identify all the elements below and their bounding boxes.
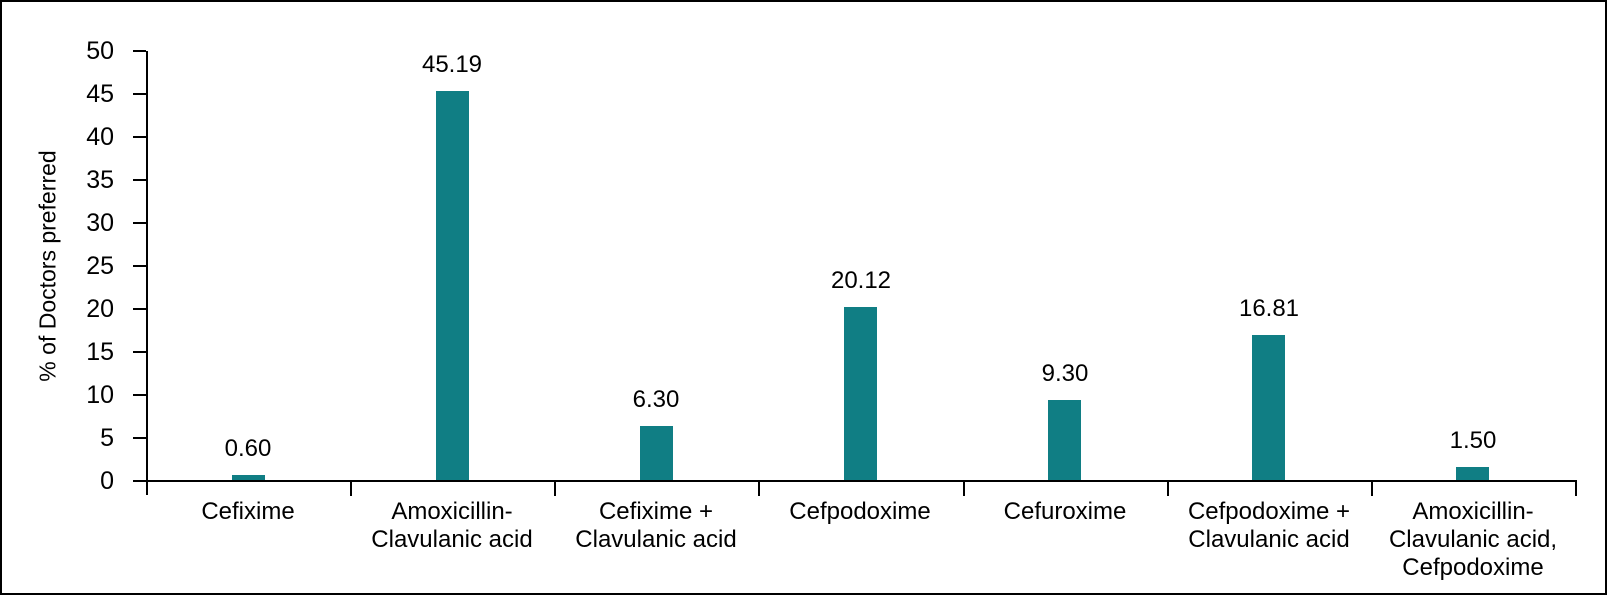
bar-cefpodoxime bbox=[844, 307, 877, 480]
y-axis-tick bbox=[133, 179, 146, 181]
y-axis-tick bbox=[133, 308, 146, 310]
y-axis-tick-label: 25 bbox=[86, 252, 114, 280]
x-axis-tick bbox=[1371, 480, 1373, 496]
bar-amoxicillin- bbox=[436, 91, 469, 480]
bar-cefixime- bbox=[640, 426, 673, 480]
y-axis-tick-label: 15 bbox=[86, 338, 114, 366]
y-axis-tick-label: 40 bbox=[86, 123, 114, 151]
bar-value-label: 20.12 bbox=[830, 267, 892, 294]
x-axis-category-label: Amoxicillin- Clavulanic acid, Cefpodoxim… bbox=[1388, 498, 1558, 581]
bar-cefixime bbox=[232, 475, 265, 480]
x-axis-tick bbox=[1575, 480, 1577, 496]
x-axis-category-label: Cefixime bbox=[201, 498, 295, 525]
x-axis-category-label: Cefpodoxime bbox=[789, 498, 931, 525]
x-axis-category-label: Cefpodoxime + Clavulanic acid bbox=[1187, 498, 1351, 553]
bar-value-label: 0.60 bbox=[224, 435, 272, 462]
y-axis-tick bbox=[133, 265, 146, 267]
bar-cefpodoxime- bbox=[1252, 335, 1285, 480]
y-axis-tick-label: 30 bbox=[86, 209, 114, 237]
y-axis-tick-label: 10 bbox=[86, 381, 114, 409]
y-axis-tick bbox=[133, 93, 146, 95]
x-axis-category-label: Amoxicillin- Clavulanic acid bbox=[371, 498, 533, 553]
x-axis-category-label: Cefuroxime bbox=[1003, 498, 1127, 525]
y-axis-tick-label: 45 bbox=[86, 80, 114, 108]
x-axis-line bbox=[146, 480, 1577, 482]
y-axis-tick-label: 50 bbox=[86, 37, 114, 65]
y-axis-tick bbox=[133, 50, 146, 52]
y-axis-line bbox=[146, 51, 148, 495]
bar-cefuroxime bbox=[1048, 400, 1081, 480]
bar-value-label: 9.30 bbox=[1041, 360, 1089, 387]
bar-value-label: 1.50 bbox=[1449, 427, 1497, 454]
bar-value-label: 16.81 bbox=[1238, 295, 1300, 322]
bar-value-label: 6.30 bbox=[632, 386, 680, 413]
y-axis-tick bbox=[133, 480, 146, 482]
y-axis-tick bbox=[133, 394, 146, 396]
y-axis-tick bbox=[133, 136, 146, 138]
x-axis-tick bbox=[758, 480, 760, 496]
y-axis-tick-label: 5 bbox=[100, 424, 114, 452]
y-axis-tick bbox=[133, 437, 146, 439]
x-axis-tick bbox=[963, 480, 965, 496]
y-axis-tick-label: 20 bbox=[86, 295, 114, 323]
x-axis-category-label: Cefixime + Clavulanic acid bbox=[575, 498, 737, 553]
y-axis-tick bbox=[133, 351, 146, 353]
y-axis-tick-label: 0 bbox=[100, 467, 114, 495]
x-axis-tick bbox=[350, 480, 352, 496]
x-axis-tick bbox=[1167, 480, 1169, 496]
bar-value-label: 45.19 bbox=[421, 51, 483, 78]
bar-amoxicillin- bbox=[1456, 467, 1489, 480]
x-axis-tick bbox=[554, 480, 556, 496]
y-axis-tick bbox=[133, 222, 146, 224]
y-axis-tick-label: 35 bbox=[86, 166, 114, 194]
